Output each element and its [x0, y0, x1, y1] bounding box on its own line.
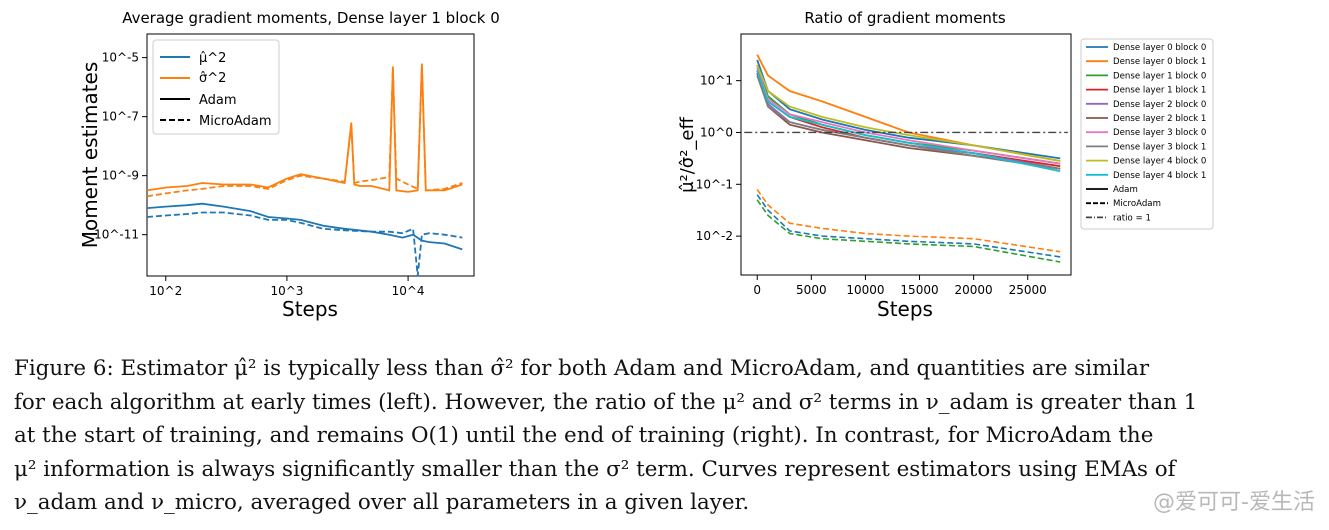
right-x-tick-label: 25000 — [1009, 283, 1047, 297]
left-chart-title: Average gradient moments, Dense layer 1 … — [122, 9, 500, 27]
legend-label-mu: μ̂^2 — [199, 51, 226, 66]
right-x-tick-label: 5000 — [796, 283, 827, 297]
right-chart-title: Ratio of gradient moments — [804, 9, 1005, 27]
left-plot-frame — [146, 33, 475, 277]
right-y-tick-label: 10^0 — [700, 125, 733, 139]
figure-caption: Figure 6: Estimator μ̂² is typically les… — [14, 352, 1316, 520]
right-x-tick-label: 15000 — [900, 283, 938, 297]
right-legend-label: Dense layer 2 block 1 — [1113, 114, 1206, 124]
caption-line: μ² information is always significantly s… — [14, 456, 1176, 482]
caption-line: for each algorithm at early times (left)… — [14, 389, 1198, 415]
right-legend-label: Adam — [1113, 185, 1138, 195]
left-y-tick-label: 10^-9 — [102, 169, 139, 183]
right-legend-label: Dense layer 1 block 0 — [1113, 71, 1206, 81]
left-series-line — [146, 63, 463, 193]
right-adam-line — [756, 67, 1061, 165]
right-legend-label: Dense layer 4 block 0 — [1113, 157, 1206, 167]
legend-label-sigma: σ̂^2 — [199, 71, 226, 86]
right-legend-label: MicroAdam — [1113, 199, 1161, 209]
right-legend-label: Dense layer 4 block 1 — [1113, 171, 1206, 181]
watermark: @爱可可-爱生活 — [1153, 490, 1315, 515]
right-y-tick-label: 10^-1 — [696, 177, 733, 191]
left-x-tick-label: 10^2 — [149, 284, 182, 298]
figure-canvas: Average gradient moments, Dense layer 1 … — [78, 9, 1214, 321]
right-legend-label: Dense layer 0 block 1 — [1113, 57, 1206, 67]
right-adam-line — [756, 70, 1061, 173]
right-legend: Dense layer 0 block 0 Dense layer 0 block… — [1080, 38, 1214, 230]
right-plot-frame — [740, 33, 1072, 276]
right-legend-label: Dense layer 1 block 1 — [1113, 86, 1206, 96]
left-x-tick-label: 10^4 — [392, 284, 425, 298]
right-x-axis-label: Steps — [877, 297, 933, 321]
left-y-axis-label: Moment estimates — [78, 62, 102, 249]
left-chart: Average gradient moments, Dense layer 1 … — [78, 9, 500, 321]
caption-line: at the start of training, and remains O(… — [14, 423, 1154, 448]
right-x-tick-label: 20000 — [955, 283, 993, 297]
right-microadam-line — [756, 194, 1061, 258]
left-y-tick-label: 10^-7 — [102, 110, 139, 124]
right-x-tick-label: 10000 — [846, 283, 884, 297]
right-y-tick-label: 10^1 — [700, 74, 733, 88]
right-y-tick-label: 10^-2 — [696, 229, 733, 243]
right-legend-label: ratio = 1 — [1113, 213, 1151, 223]
left-x-tick-label: 10^3 — [270, 284, 303, 298]
right-y-axis-label: μ̂²/σ̂²_eff — [677, 116, 698, 192]
right-adam-line — [756, 75, 1061, 170]
right-legend-label: Dense layer 3 block 0 — [1113, 128, 1206, 138]
right-chart: Ratio of gradient moments 0 5000 10000 1500… — [677, 9, 1214, 321]
legend-label-adam: Adam — [199, 93, 237, 108]
left-series-line — [146, 211, 463, 277]
right-legend-label: Dense layer 2 block 0 — [1113, 100, 1206, 110]
right-microadam-line — [756, 189, 1061, 253]
right-x-tick-label: 0 — [753, 283, 761, 297]
left-y-tick-label: 10^-11 — [94, 228, 139, 242]
left-legend: μ̂^2 σ̂^2 Adam MicroAdam — [152, 39, 280, 135]
right-legend-label: Dense layer 3 block 1 — [1113, 142, 1206, 152]
left-y-tick-label: 10^-5 — [102, 51, 139, 65]
legend-label-microadam: MicroAdam — [199, 114, 272, 129]
right-microadam-line — [756, 199, 1061, 263]
right-legend-label: Dense layer 0 block 0 — [1113, 43, 1206, 53]
right-adam-line — [756, 64, 1061, 162]
caption-line: Figure 6: Estimator μ̂² is typically les… — [14, 356, 1150, 381]
left-series-line — [146, 66, 463, 198]
left-x-axis-label: Steps — [282, 297, 338, 321]
caption-line: ν_adam and ν_micro, averaged over all pa… — [14, 490, 750, 515]
